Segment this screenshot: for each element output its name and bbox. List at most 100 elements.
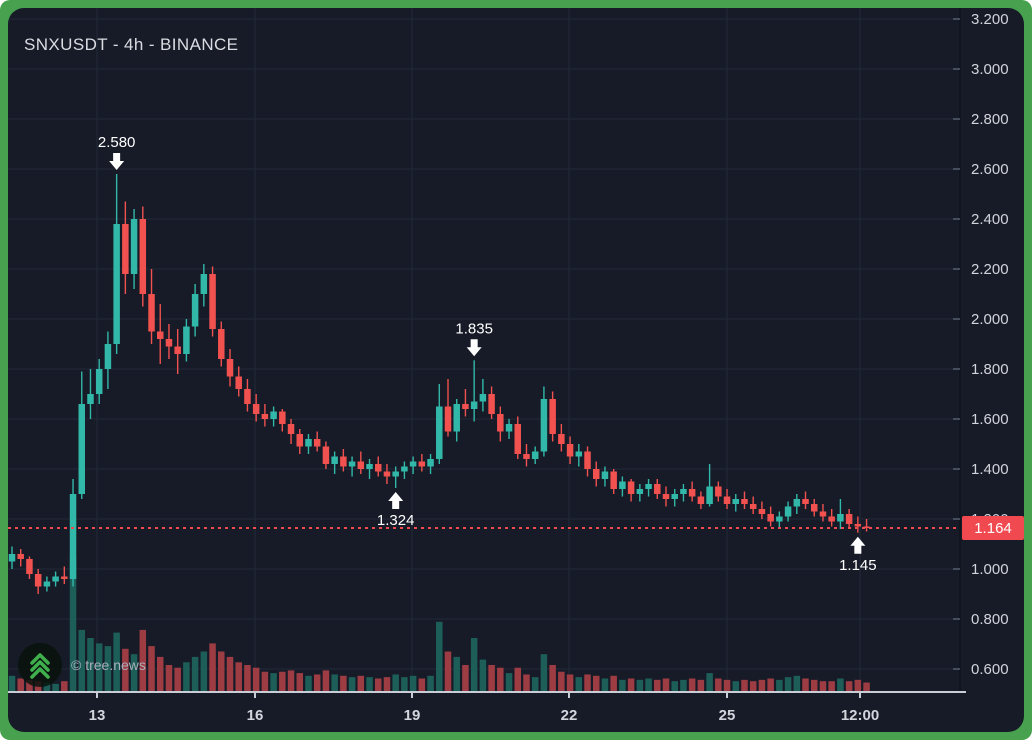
volume-bar (305, 675, 312, 692)
volume-bar (52, 683, 59, 692)
volume-bar (575, 677, 583, 692)
price-axis[interactable]: 3.200 3.000 2.800 2.600 2.400 2.200 2.000 1.800… (953, 8, 1009, 692)
volume-bar (845, 681, 853, 692)
volume-bar (758, 679, 766, 692)
candle (69, 479, 77, 587)
volume-bar (523, 674, 530, 692)
candle (680, 484, 687, 502)
volume-bar (601, 678, 609, 692)
volume-bar (383, 677, 391, 692)
candle (26, 556, 33, 579)
volume-bar (566, 674, 574, 692)
candle (470, 360, 478, 422)
volume-bar (444, 651, 452, 692)
candle (558, 424, 565, 452)
candle (462, 389, 469, 417)
volume-bar (479, 659, 487, 692)
candle (261, 404, 269, 427)
candle (218, 321, 225, 367)
volume-bar (662, 678, 670, 692)
price-tick-label: 3.000 (971, 61, 1009, 78)
candle (95, 359, 103, 404)
volume-bar (287, 670, 295, 692)
volume-bar (514, 667, 522, 692)
volume-bar (200, 651, 208, 692)
price-tick-label: 0.600 (971, 661, 1009, 678)
candle (104, 331, 112, 389)
candle (183, 319, 190, 362)
candle (619, 476, 626, 497)
candle (383, 464, 391, 484)
candle (130, 209, 138, 289)
volume-bar (87, 638, 94, 692)
price-tick-label: 2.600 (971, 161, 1009, 178)
volume-bar (357, 675, 365, 692)
price-tick-label: 2.200 (971, 261, 1009, 278)
volume-bar (348, 677, 356, 692)
candle (671, 489, 678, 507)
candle (758, 501, 766, 519)
volume-bar (122, 648, 129, 692)
volume-bar (863, 682, 870, 692)
candle (139, 206, 147, 307)
chart-panel: 3.200 3.000 2.800 2.600 2.400 2.200 2.000 1.800… (8, 8, 1024, 732)
time-tick-label: 13 (89, 707, 106, 724)
candle (165, 324, 173, 359)
price-tick-label: 0.800 (971, 611, 1009, 628)
annotation-text: 1.835 (455, 320, 493, 337)
candle (305, 434, 312, 454)
annotation-text: 1.324 (377, 512, 415, 529)
annotation-1.835: 1.835 (455, 320, 493, 357)
candle (505, 419, 513, 439)
volume-bar (113, 632, 120, 692)
volume-bar (810, 679, 818, 692)
volume-bar (156, 656, 164, 692)
candle (200, 264, 208, 307)
candle (715, 481, 722, 502)
volume-bar (191, 656, 199, 692)
volume-bar (17, 678, 24, 692)
candle (357, 451, 365, 474)
candle (706, 464, 713, 507)
candlestick-chart[interactable]: 3.200 3.000 2.800 2.600 2.400 2.200 2.000 1.800… (8, 8, 1024, 732)
volume-bar (183, 662, 190, 692)
volume-bar (139, 629, 147, 692)
candle (592, 461, 600, 487)
volume-bar (819, 681, 827, 692)
candle (244, 379, 251, 412)
volume-bar (741, 679, 748, 692)
chart-title: SNXUSDT - 4h - BINANCE (24, 35, 239, 54)
price-tick-label: 2.000 (971, 311, 1009, 328)
candle (688, 481, 696, 502)
arrow-up-icon (850, 536, 866, 554)
volume-bar (723, 679, 731, 692)
arrow-up-icon (388, 492, 404, 509)
volume-bar (279, 671, 286, 692)
volume-bar (174, 667, 181, 692)
volume-bar (488, 665, 495, 692)
volume-bar (436, 621, 443, 692)
volume-bar (749, 681, 757, 692)
candle (252, 394, 260, 422)
volume-bar (453, 656, 460, 692)
volume-bar (340, 675, 347, 692)
price-tick-label: 1.600 (971, 411, 1009, 428)
candle (767, 506, 774, 527)
volume-bar (784, 677, 792, 692)
volume-bar (627, 678, 635, 692)
candle (279, 409, 286, 432)
candle (287, 419, 295, 444)
time-axis[interactable]: 13 16 19 22 25 12:00 (8, 691, 966, 724)
candle (837, 499, 844, 529)
candle (732, 494, 740, 512)
volume-bar (61, 681, 68, 692)
candle (636, 484, 644, 502)
watermark-text: © tree.news (71, 657, 146, 673)
volume-bar (252, 667, 260, 692)
candle (601, 466, 609, 487)
volume-bar (322, 670, 330, 692)
grid-lines (8, 8, 960, 692)
volume-bar (392, 674, 399, 692)
last-price-label: 1.164 (962, 516, 1024, 540)
candle (514, 416, 522, 459)
